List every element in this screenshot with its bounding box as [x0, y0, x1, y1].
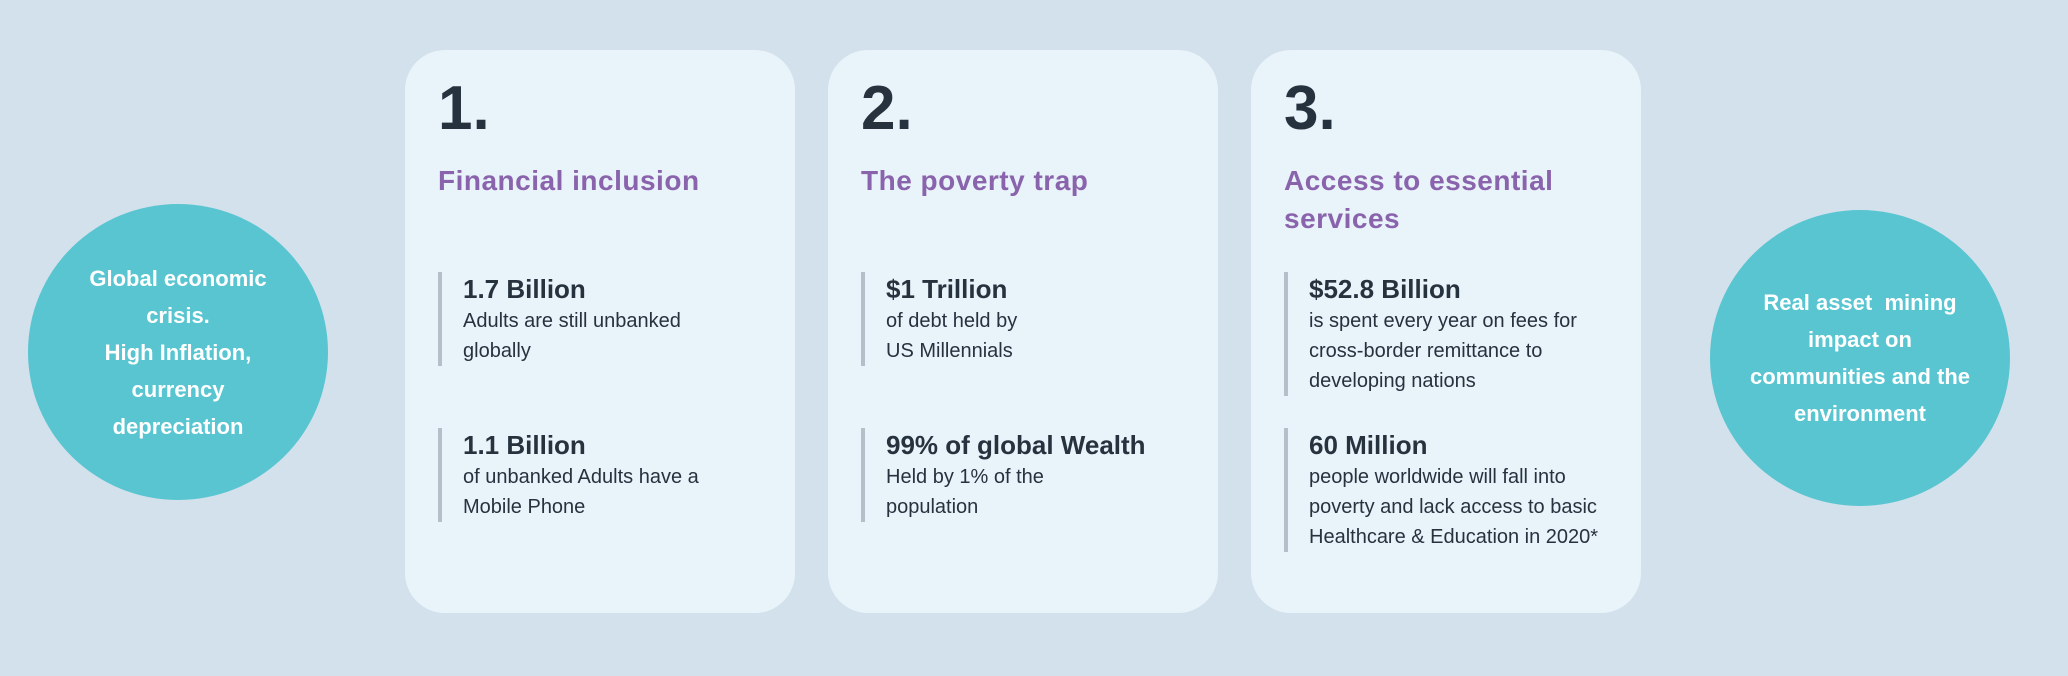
- stat-description: of unbanked Adults have a Mobile Phone: [463, 466, 699, 518]
- card-number: 3.: [1284, 74, 1336, 143]
- stat-description: is spent every year on fees for cross-bo…: [1309, 310, 1577, 392]
- stat-description: Adults are still unbanked globally: [463, 310, 681, 362]
- stat-description: Held by 1% of the population: [886, 466, 1044, 518]
- stat-value: 60 Million: [1309, 430, 1428, 460]
- card-poverty-trap: 2. The poverty trap $1 Trillion of debt …: [828, 50, 1218, 613]
- left-bubble-text: Global economic crisis. High Inflation, …: [89, 265, 267, 439]
- card-number: 2.: [861, 74, 913, 143]
- stat-description: of debt held by US Millennials: [886, 310, 1018, 362]
- card-financial-inclusion: 1. Financial inclusion 1.7 Billion Adult…: [405, 50, 795, 613]
- card-title: The poverty trap: [861, 165, 1089, 196]
- stat-block: $1 Trillion of debt held by US Millennia…: [861, 272, 1196, 366]
- left-bubble: Global economic crisis. High Inflation, …: [28, 204, 328, 500]
- card-access-essential-services: 3. Access to essential services $52.8 Bi…: [1251, 50, 1641, 613]
- stat-description: people worldwide will fall into poverty …: [1309, 466, 1599, 548]
- card-title: Access to essential services: [1284, 165, 1554, 234]
- stat-value: 1.1 Billion: [463, 430, 586, 460]
- stat-block: 1.7 Billion Adults are still unbanked gl…: [438, 272, 773, 366]
- stat-value: 99% of global Wealth: [886, 430, 1146, 460]
- right-bubble: Real asset mining impact on communities …: [1710, 210, 2010, 506]
- stat-value: $1 Trillion: [886, 274, 1008, 304]
- right-bubble-text: Real asset mining impact on communities …: [1749, 290, 1971, 426]
- card-number: 1.: [438, 74, 490, 143]
- stat-block: $52.8 Billion is spent every year on fee…: [1284, 272, 1619, 396]
- stat-value: $52.8 Billion: [1309, 274, 1461, 304]
- card-title: Financial inclusion: [438, 165, 700, 196]
- stat-block: 99% of global Wealth Held by 1% of the p…: [861, 428, 1196, 522]
- stat-block: 1.1 Billion of unbanked Adults have a Mo…: [438, 428, 773, 522]
- stat-block: 60 Million people worldwide will fall in…: [1284, 428, 1619, 552]
- stat-value: 1.7 Billion: [463, 274, 586, 304]
